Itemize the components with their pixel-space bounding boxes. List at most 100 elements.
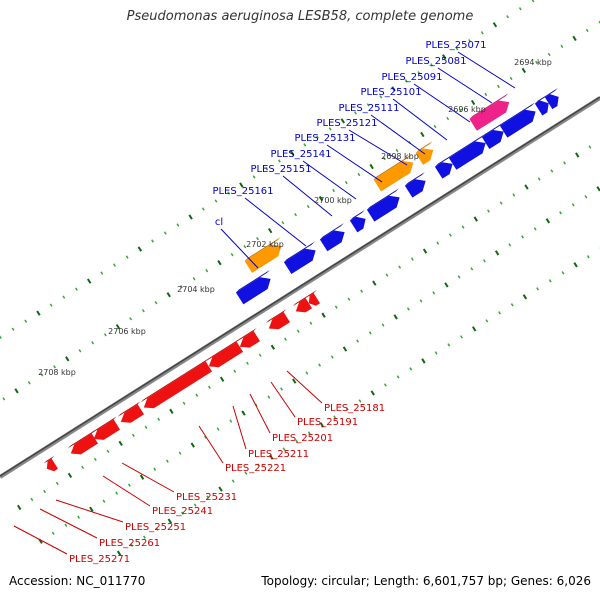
forward-gene-label: PLES_25131 (294, 133, 355, 144)
map-title: Pseudomonas aeruginosa LESB58, complete … (126, 9, 474, 24)
forward-leader-line (392, 98, 448, 141)
tick-mark (181, 511, 184, 515)
tick-mark (216, 427, 220, 431)
reverse-gene-label: PLES_25251 (125, 522, 186, 533)
tick-mark (406, 307, 410, 311)
tick-mark (436, 241, 440, 245)
tick-mark (512, 193, 516, 197)
tick-mark (230, 252, 234, 257)
tick-mark (269, 454, 274, 460)
tick-mark (190, 442, 195, 448)
tick-mark (347, 297, 351, 301)
tick-mark (206, 495, 210, 499)
tick-mark (498, 311, 501, 315)
forward-gene-top (534, 94, 548, 104)
reverse-leader-line (13, 525, 68, 555)
tick-mark (77, 515, 81, 519)
tick-mark (289, 150, 295, 156)
tick-mark (381, 323, 385, 327)
forward-gene (283, 241, 316, 275)
tick-mark (281, 220, 285, 225)
pink-gene (469, 93, 510, 131)
scale-label: 2706 kbp (108, 327, 146, 336)
tick-mark (144, 425, 148, 429)
reverse-gene (292, 295, 313, 313)
reverse-gene-body (295, 298, 313, 313)
reverse-gene-body (120, 404, 145, 423)
reverse-gene-top (140, 358, 209, 403)
forward-gene-label: cl (215, 217, 223, 228)
tick-mark (499, 201, 503, 205)
tick-mark (382, 156, 386, 161)
tick-mark (11, 327, 15, 331)
forward-gene (366, 188, 400, 222)
tick-mark (53, 365, 57, 369)
forward-leader-line (220, 228, 259, 269)
tick-mark (588, 145, 592, 149)
tick-mark (169, 408, 174, 414)
tick-mark (524, 184, 529, 190)
tick-mark (2, 397, 6, 401)
tick-mark (360, 289, 364, 293)
tick-mark (318, 363, 322, 367)
orange-gene-body (244, 244, 282, 273)
tick-mark (139, 474, 145, 480)
forward-gene-body (404, 179, 426, 198)
reverse-gene-body (70, 433, 99, 455)
orange-gene-top (244, 237, 281, 261)
tick-mark (65, 356, 70, 362)
tick-mark (434, 351, 438, 355)
tick-mark (246, 361, 249, 365)
tick-mark (176, 223, 180, 227)
forward-leader-line (302, 160, 357, 200)
tick-mark (432, 291, 436, 295)
reverse-gene-top (117, 401, 141, 417)
reverse-gene (205, 338, 244, 368)
tick-mark (115, 491, 119, 495)
tick-mark (143, 535, 146, 539)
tick-mark (494, 250, 500, 256)
forward-gene-label: PLES_25081 (405, 56, 466, 67)
tick-mark (385, 273, 389, 277)
reverse-gene-body (93, 419, 121, 440)
tick-mark (307, 431, 311, 435)
reverse-gene-top (265, 309, 287, 324)
tick-mark (49, 303, 53, 307)
forward-gene (319, 223, 345, 252)
tick-mark (277, 159, 281, 163)
tick-mark (321, 312, 326, 318)
tick-mark (483, 259, 486, 263)
tick-mark (43, 489, 47, 494)
reverse-leader-line (39, 508, 98, 539)
tick-mark (243, 244, 247, 249)
scale-label: 2698 kbp (381, 152, 419, 161)
tick-mark (295, 439, 299, 443)
forward-gene-label: PLES_25121 (316, 118, 377, 129)
reverse-gene (140, 358, 213, 409)
tick-mark (131, 433, 135, 438)
tick-mark (166, 292, 171, 298)
tick-mark (67, 472, 73, 479)
forward-gene-body (283, 248, 316, 275)
forward-leader-line (282, 175, 333, 217)
backbone-edge (0, 96, 600, 477)
tick-mark (370, 390, 375, 396)
tick-mark (155, 527, 159, 531)
tick-mark (417, 71, 421, 75)
tick-mark (585, 28, 589, 33)
forward-leader-line (413, 83, 471, 123)
tick-mark (460, 335, 463, 339)
tick-mark (227, 191, 231, 195)
reverse-gene-label: PLES_25241 (152, 506, 213, 517)
reverse-gene-body (308, 293, 321, 306)
forward-gene (349, 209, 366, 233)
tick-mark (461, 225, 465, 229)
tick-mark (487, 209, 490, 213)
tick-mark (448, 233, 452, 237)
tick-mark (204, 435, 207, 439)
tick-mark (24, 319, 28, 323)
tick-mark (208, 385, 211, 389)
tick-mark (547, 52, 551, 57)
gene-features (43, 88, 559, 472)
tick-mark (510, 303, 514, 307)
